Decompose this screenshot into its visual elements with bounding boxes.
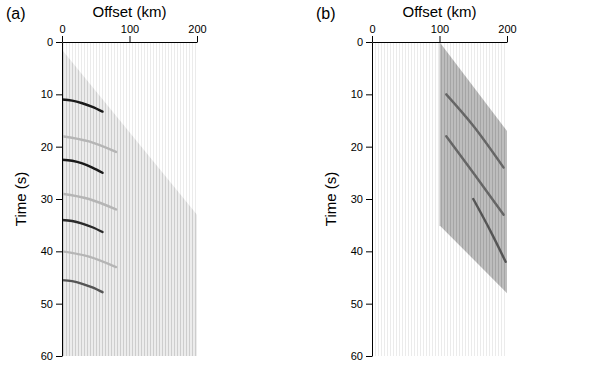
event-line (62, 160, 103, 173)
event-line (446, 94, 503, 167)
x-tick: 0 (59, 23, 65, 42)
y-tick-mark (366, 42, 372, 43)
y-tick: 10 (351, 88, 372, 100)
panel: 0 100 200 0 10 20 30 40 50 60 Offset (km) Time (s) (… (316, 3, 517, 362)
x-tick-mark (507, 36, 508, 42)
event-line (62, 194, 116, 210)
y-tick-label: 40 (351, 245, 363, 257)
y-tick-mark (56, 304, 62, 305)
y-axis: 0 10 20 30 40 50 60 (351, 36, 373, 362)
y-axis-line (372, 43, 373, 357)
event-line (62, 251, 116, 267)
y-tick-mark (56, 147, 62, 148)
x-tick-label: 200 (498, 23, 516, 35)
y-tick-label: 30 (41, 193, 53, 205)
y-tick-mark (56, 251, 62, 252)
y-tick: 40 (351, 245, 372, 257)
y-tick: 20 (41, 141, 62, 153)
y-tick-mark (366, 251, 372, 252)
y-tick-mark (56, 94, 62, 95)
y-tick: 0 (357, 36, 372, 48)
y-tick-label: 30 (351, 193, 363, 205)
x-axis: 0 100 200 (369, 23, 516, 43)
y-tick: 60 (351, 350, 372, 362)
y-axis-title: Time (s) (12, 172, 29, 226)
y-tick-mark (366, 304, 372, 305)
event-line (62, 136, 116, 152)
x-axis: 0 100 200 (59, 23, 206, 43)
x-tick: 100 (431, 23, 449, 42)
x-axis-line (63, 42, 198, 43)
y-tick-mark (366, 94, 372, 95)
panel: 0 100 200 0 10 20 30 40 50 60 Offset (km) Time (s) (… (6, 3, 207, 362)
y-tick-mark (366, 147, 372, 148)
event-line (473, 199, 505, 262)
data-area (62, 50, 197, 356)
x-tick: 100 (121, 23, 139, 42)
y-tick: 30 (41, 193, 62, 205)
y-tick: 30 (351, 193, 372, 205)
x-tick: 200 (188, 23, 206, 42)
x-tick-mark (130, 36, 131, 42)
x-tick-label: 100 (431, 23, 449, 35)
panel-label: (a) (6, 5, 26, 22)
plot-area (372, 42, 507, 356)
x-axis-title: Offset (km) (93, 3, 167, 20)
y-tick-label: 50 (41, 298, 53, 310)
x-tick-mark (197, 36, 198, 42)
y-tick-label: 10 (41, 88, 53, 100)
event-line (62, 280, 103, 292)
y-tick: 40 (41, 245, 62, 257)
plot-area (62, 42, 197, 356)
y-tick: 60 (41, 350, 62, 362)
x-axis-line (373, 42, 508, 43)
y-axis: 0 10 20 30 40 50 60 (41, 36, 63, 362)
y-tick: 20 (351, 141, 372, 153)
y-tick: 50 (41, 298, 62, 310)
y-tick: 0 (47, 36, 62, 48)
x-tick-mark (62, 36, 63, 42)
y-tick-label: 20 (351, 141, 363, 153)
y-tick-mark (56, 356, 62, 357)
x-tick-label: 200 (188, 23, 206, 35)
y-tick: 50 (351, 298, 372, 310)
y-tick-mark (366, 356, 372, 357)
x-axis-title: Offset (km) (403, 3, 477, 20)
x-tick: 200 (498, 23, 516, 42)
x-tick-label: 0 (369, 23, 375, 35)
y-tick-label: 40 (41, 245, 53, 257)
event-line (62, 220, 103, 232)
y-tick-label: 20 (41, 141, 53, 153)
figure: 01002000102030405060Offset (km)Time (s)(… (0, 0, 613, 383)
y-tick-label: 10 (351, 88, 363, 100)
x-tick-mark (440, 36, 441, 42)
panel-label: (b) (316, 5, 336, 22)
event-line (62, 100, 103, 112)
trace-background (62, 42, 197, 356)
y-axis-line (62, 43, 63, 357)
y-tick: 10 (41, 88, 62, 100)
x-tick-label: 0 (59, 23, 65, 35)
x-tick-mark (372, 36, 373, 42)
y-tick-mark (366, 199, 372, 200)
data-area (440, 42, 508, 293)
y-axis-title: Time (s) (322, 172, 339, 226)
y-tick-mark (56, 199, 62, 200)
trace-background (372, 42, 507, 356)
x-tick-label: 100 (121, 23, 139, 35)
y-tick-label: 0 (357, 36, 363, 48)
x-tick: 0 (369, 23, 375, 42)
y-tick-label: 60 (41, 350, 53, 362)
y-tick-label: 50 (351, 298, 363, 310)
y-tick-label: 0 (47, 36, 53, 48)
y-tick-label: 60 (351, 350, 363, 362)
y-tick-mark (56, 42, 62, 43)
